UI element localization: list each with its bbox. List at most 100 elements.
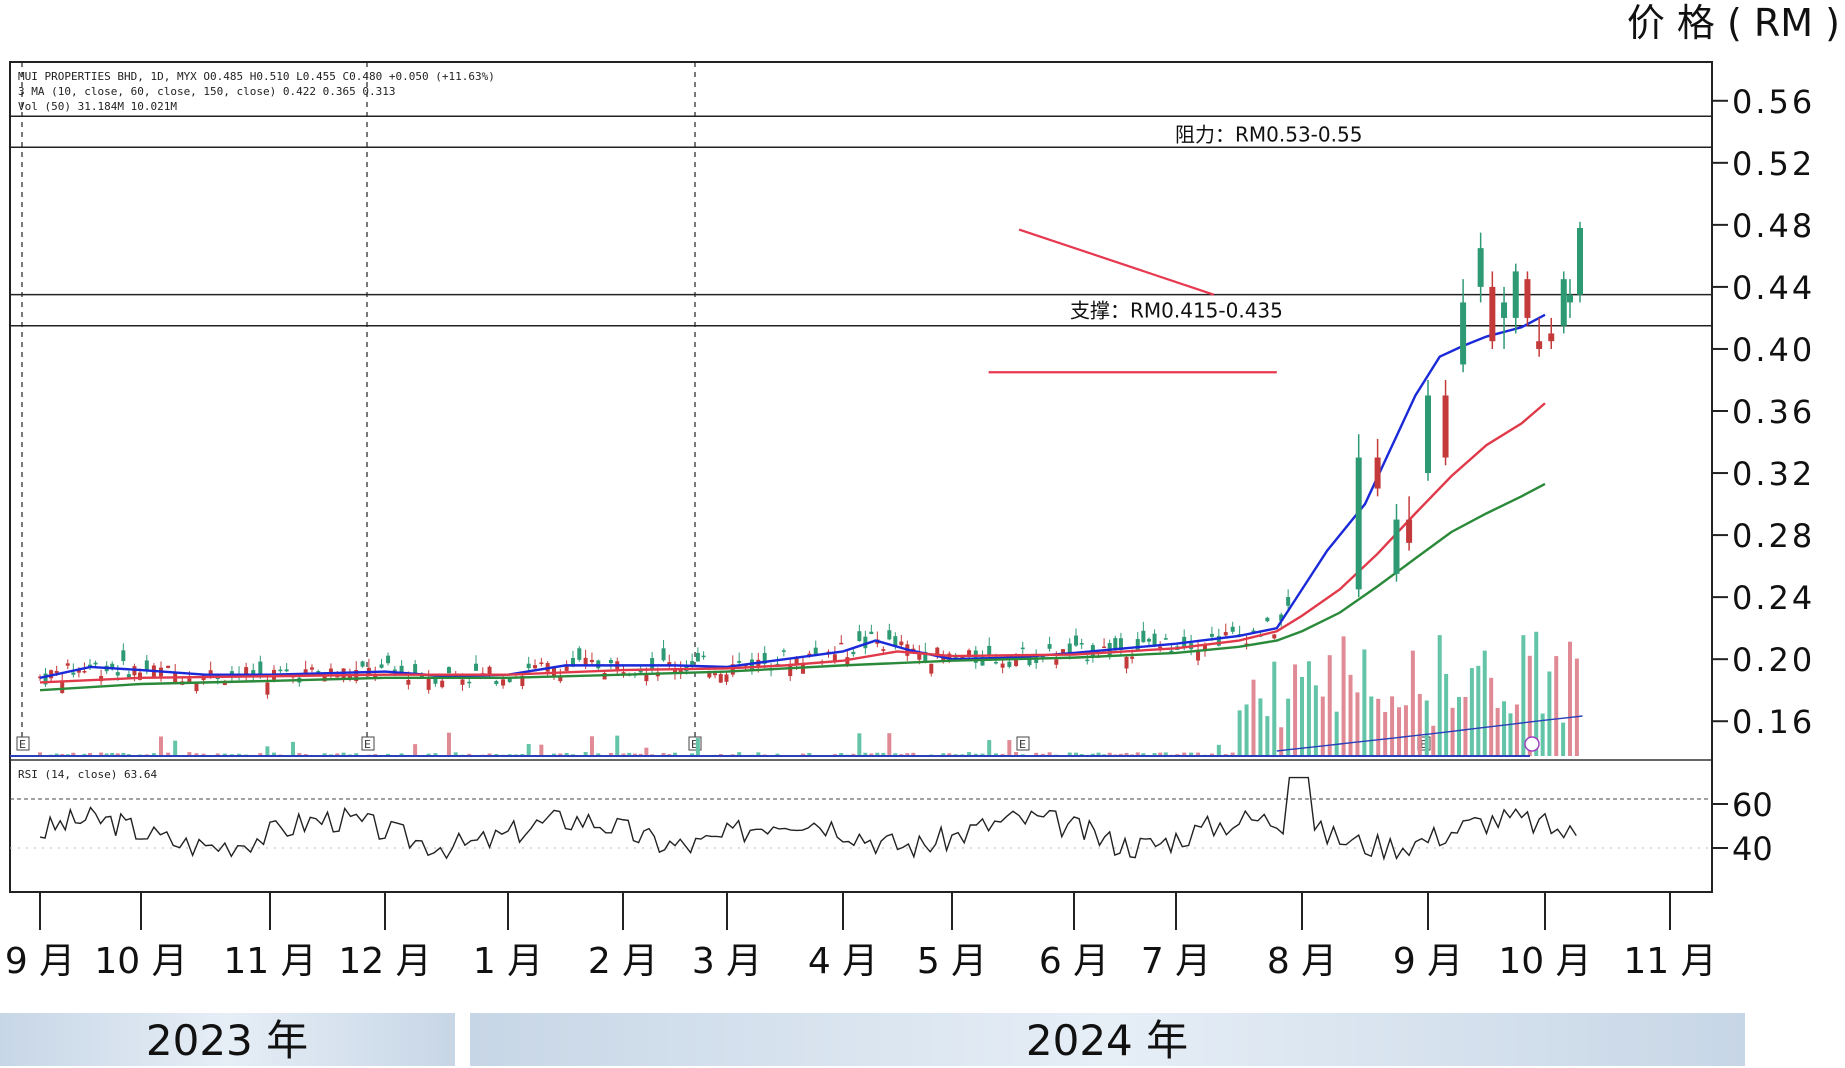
volume-bar	[1189, 752, 1194, 756]
candle-body	[386, 655, 391, 664]
volume-bar	[520, 753, 525, 756]
candle-body	[328, 668, 333, 675]
volume-bar	[1090, 753, 1095, 756]
candle-body	[1067, 643, 1072, 654]
candle-body	[433, 677, 438, 684]
candle-body	[1223, 632, 1228, 636]
volume-bar	[1040, 753, 1045, 756]
candle-body	[1577, 227, 1583, 295]
candle-body	[507, 677, 512, 683]
volume-bar	[1293, 664, 1298, 756]
volume-bar	[1007, 740, 1012, 756]
volume-bar	[863, 752, 868, 756]
volume-bar	[800, 753, 805, 756]
volume-bar	[1107, 752, 1112, 756]
candle-body	[71, 672, 76, 675]
candle-body	[1279, 614, 1284, 621]
month-label: 5 月	[917, 941, 987, 982]
svg-text:E: E	[691, 738, 698, 751]
volume-bar	[1561, 722, 1566, 756]
candle-body	[1216, 636, 1221, 646]
volume-bar	[87, 753, 92, 756]
header-line-3: Vol (50) 31.184M 10.021M	[18, 100, 177, 113]
candle-body	[1163, 638, 1168, 640]
candle-body	[589, 659, 594, 663]
candle-body	[284, 669, 289, 672]
ma-line	[39, 402, 1546, 684]
candle-body	[667, 662, 672, 666]
candle-body	[392, 669, 397, 672]
volume-bar	[1444, 673, 1449, 756]
volume-bar	[99, 752, 104, 756]
volume-bar	[756, 752, 761, 756]
candle-body	[413, 664, 418, 675]
month-axis: 9 月 10 月 11 月 12 月 1 月 2 月 3 月 4 月 5 月 6 月 7 月 8 月 9…	[5, 891, 1717, 982]
candle-body	[583, 657, 588, 667]
price-tick-label: 0.16	[1732, 703, 1815, 741]
candle-body	[446, 667, 451, 674]
volume-bar	[341, 752, 346, 756]
volume-bar	[1547, 671, 1552, 756]
volume-bar	[1495, 707, 1500, 756]
candle-body	[608, 660, 613, 664]
volume-bar	[1182, 752, 1187, 756]
volume-bar	[857, 733, 862, 756]
candle-body	[265, 682, 270, 695]
candle-body	[1265, 617, 1270, 622]
volume-bar	[467, 753, 472, 756]
candle-body	[406, 680, 411, 685]
candle-body	[187, 678, 192, 683]
volume-bar	[115, 753, 120, 756]
volume-bar	[1437, 635, 1442, 756]
candle-body	[347, 675, 352, 679]
volume-bar	[615, 735, 620, 756]
candle-body	[208, 670, 213, 675]
volume-bar	[297, 753, 302, 756]
candle-body	[794, 656, 799, 666]
candle-body	[467, 681, 472, 684]
volume-bar	[426, 753, 431, 756]
candle-body	[899, 641, 904, 646]
volume-bar	[839, 752, 844, 756]
candle-body	[474, 663, 479, 671]
volume-bar	[446, 732, 451, 756]
volume-bar	[215, 753, 220, 756]
volume-bar	[166, 752, 171, 756]
candle-body	[278, 669, 283, 672]
volume-bar	[399, 753, 404, 756]
volume-bar	[893, 753, 898, 756]
candle-body	[863, 636, 868, 649]
candle-body	[526, 663, 531, 669]
candle-body	[487, 666, 492, 675]
moving-averages	[39, 313, 1546, 692]
candle-body	[373, 675, 378, 678]
volume-bar	[194, 753, 199, 756]
candle-body	[644, 674, 649, 682]
header-line-1: MUI PROPERTIES BHD, 1D, MYX O0.485 H0.51…	[18, 70, 495, 83]
volume-bar	[1348, 674, 1353, 756]
candle-body	[1567, 294, 1573, 303]
volume-bar	[1383, 711, 1388, 756]
month-label: 7 月	[1141, 941, 1211, 982]
price-tick-label: 0.32	[1732, 455, 1815, 493]
dividend-marker	[1524, 736, 1540, 752]
volume-bar	[1514, 704, 1519, 756]
volume-bar	[1527, 655, 1532, 756]
month-label: 12 月	[338, 941, 431, 982]
candle-body	[781, 650, 786, 652]
candle-body	[1113, 638, 1118, 649]
volume-bar	[1574, 658, 1579, 756]
support-label: 支撑：RM0.415-0.435	[1070, 299, 1283, 323]
volume-bar	[1482, 650, 1487, 756]
candle-body	[1512, 271, 1519, 318]
volume-bar	[1074, 752, 1079, 756]
volume-bar	[1047, 752, 1052, 756]
volume-bar	[1376, 698, 1381, 756]
volume-bar	[1457, 696, 1462, 756]
volume-bar	[322, 753, 327, 756]
candle-body	[737, 661, 742, 663]
candle-body	[839, 642, 844, 645]
candle-body	[1251, 630, 1256, 632]
volume-bar	[690, 753, 695, 756]
